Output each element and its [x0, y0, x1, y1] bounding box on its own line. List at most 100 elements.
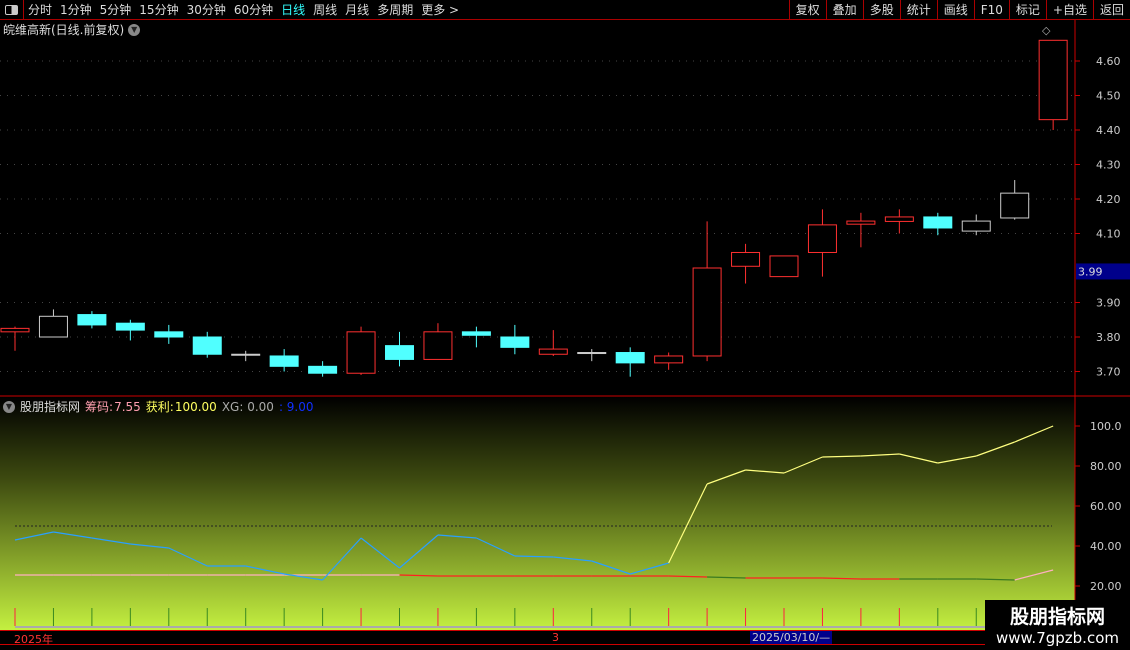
- date-bar: 2025年 3 2025/03/10/—: [0, 630, 985, 646]
- candle-body: [692, 267, 722, 357]
- indicator-tick-label: 40.00: [1090, 540, 1122, 553]
- candle-body: [0, 327, 30, 333]
- chevron-down-icon[interactable]: ▼: [128, 23, 141, 36]
- profit-line-segment: [937, 455, 977, 464]
- period-tab[interactable]: 1分钟: [60, 3, 92, 17]
- toolbar-button[interactable]: 多股: [862, 0, 900, 20]
- profit-line-segment: [976, 441, 1015, 457]
- toolbar-button[interactable]: F10: [973, 0, 1009, 20]
- profit-line-segment: [630, 562, 669, 575]
- candle-body: [308, 365, 338, 374]
- profit-line-segment: [1014, 425, 1054, 443]
- candle-body: [269, 355, 299, 367]
- stock-title: 皖维高新(日线.前复权): [3, 23, 125, 37]
- current-price-box: [1076, 263, 1130, 280]
- profit-line-segment: [91, 537, 131, 545]
- candle-body: [1038, 39, 1068, 121]
- month-label: 3: [552, 631, 559, 644]
- candle-body: [231, 353, 261, 356]
- cursor-date: 2025/03/10/—: [750, 631, 833, 644]
- toolbar-button[interactable]: 统计: [899, 0, 937, 20]
- toolbar-button[interactable]: 复权: [788, 0, 826, 20]
- profit-line-segment: [706, 469, 746, 485]
- profit-value: 100.00: [174, 399, 217, 414]
- toolbar-button[interactable]: 返回: [1092, 0, 1130, 20]
- logo-url: www.7gpzb.com: [996, 629, 1119, 647]
- candle-body: [423, 331, 453, 360]
- candle-body: [385, 345, 414, 360]
- candle-body: [807, 224, 837, 253]
- price-tick-label: 4.40: [1096, 124, 1121, 137]
- profit-line-segment: [399, 534, 439, 569]
- chart-title: 皖维高新(日线.前复权) ▼: [3, 21, 141, 38]
- candle-body: [500, 336, 530, 348]
- toolbar-button[interactable]: 画线: [936, 0, 974, 20]
- chips-line-segment: [399, 574, 438, 577]
- period-tab[interactable]: 周线: [313, 3, 338, 17]
- profit-line-segment: [360, 537, 400, 569]
- indicator-tick-label: 60.00: [1090, 500, 1122, 513]
- price-tick-label: 4.30: [1096, 159, 1121, 172]
- period-tab[interactable]: 5分钟: [99, 3, 132, 17]
- profit-line-segment: [130, 543, 169, 549]
- xg-value: XG: 0.00: [221, 399, 274, 414]
- candle-body: [192, 336, 222, 355]
- candle-body: [1000, 192, 1030, 219]
- candle-body: [884, 216, 914, 222]
- candle-body: [538, 348, 568, 355]
- price-tick-label: 3.70: [1096, 366, 1121, 379]
- chips-line-segment: [1014, 569, 1054, 581]
- price-tick-label: 4.60: [1096, 55, 1121, 68]
- period-tab[interactable]: 30分钟: [186, 3, 226, 17]
- toolbar-button[interactable]: 叠加: [825, 0, 863, 20]
- candle-body: [346, 331, 376, 374]
- candle-body: [961, 220, 991, 232]
- period-tab[interactable]: 分时: [28, 3, 53, 17]
- price-tick-label: 3.80: [1096, 331, 1121, 344]
- chips-line-segment: [822, 577, 861, 580]
- price-tick-label: 4.20: [1096, 193, 1121, 206]
- toolbar-button[interactable]: 标记: [1008, 0, 1046, 20]
- profit-line-segment: [745, 469, 785, 474]
- period-tab[interactable]: 日线: [281, 3, 306, 17]
- period-tab[interactable]: 月线: [345, 3, 370, 17]
- chevron-down-icon[interactable]: ▼: [3, 400, 15, 413]
- profit-line-segment: [822, 455, 861, 458]
- toolbar-button[interactable]: +自选: [1045, 0, 1093, 20]
- period-tab[interactable]: 更多 >: [421, 3, 460, 17]
- profit-line-segment: [668, 483, 708, 564]
- candle-body: [846, 220, 876, 225]
- candle-body: [731, 251, 761, 267]
- candle-body: [77, 314, 107, 326]
- year-label: 2025年: [14, 633, 53, 646]
- candle-body: [923, 216, 953, 229]
- price-tick-label: 4.50: [1096, 90, 1121, 103]
- period-tab[interactable]: 15分钟: [139, 3, 179, 17]
- profit-line-segment: [860, 453, 900, 457]
- price-tick-label: 3.90: [1096, 297, 1121, 310]
- profit-line-segment: [591, 560, 631, 575]
- current-price-label: 3.99: [1078, 265, 1103, 278]
- profit-line-segment: [514, 555, 554, 558]
- profit-line-segment: [245, 565, 285, 575]
- indicator-tick-label: 20.00: [1090, 580, 1122, 593]
- price-tick-label: 4.10: [1096, 228, 1121, 241]
- chips-line-segment: [976, 578, 1015, 581]
- candle-body: [38, 315, 68, 338]
- indicator-tick-label: 80.00: [1090, 460, 1122, 473]
- profit-line-segment: [14, 531, 54, 541]
- extra-value: : 9.00: [278, 399, 314, 414]
- profit-line-segment: [53, 531, 92, 539]
- candle-body: [461, 331, 491, 336]
- diamond-icon: ◇: [1042, 24, 1051, 37]
- chips-line-segment: [707, 576, 746, 579]
- toolbar: 分时 1分钟 5分钟 15分钟 30分钟 60分钟 日线 周线 月线 多周期 更多 > 复权 叠加 多股…: [0, 0, 1130, 20]
- candle-body: [654, 355, 684, 364]
- indicator-tick-label: 100.0: [1090, 420, 1122, 433]
- panel-icon: [5, 4, 18, 15]
- candle-body: [115, 322, 145, 331]
- period-tab[interactable]: 60分钟: [233, 3, 274, 17]
- panel-toggle-button[interactable]: [0, 0, 24, 20]
- period-tab[interactable]: 多周期: [377, 3, 414, 17]
